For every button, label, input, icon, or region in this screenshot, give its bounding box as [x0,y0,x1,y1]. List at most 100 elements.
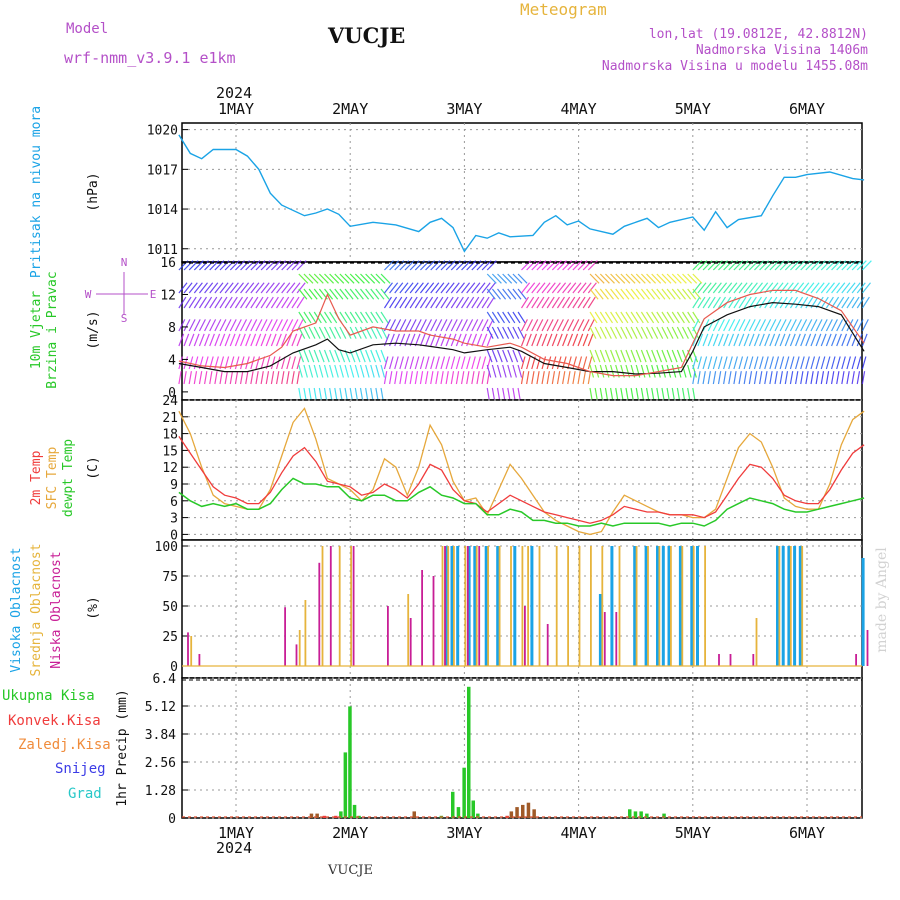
cloud-bar [284,607,286,666]
wind-barb [349,387,353,401]
wind-barb [384,260,394,271]
wind-barb [204,319,212,332]
wind-barb [764,333,771,347]
wind-barb [296,371,300,385]
wind-barb [831,319,838,332]
wind-barb [587,356,593,370]
wind-barb [784,296,793,309]
wind-barb [349,288,359,300]
wind-barb [692,356,697,370]
wind-barb [577,371,581,385]
wind-barb [671,326,679,339]
wind-barb [562,260,573,271]
wind-barb [646,311,655,324]
wind-barb [610,311,619,324]
wind-barb [481,319,489,332]
cloud-bar [352,546,355,666]
wind-barb [496,349,503,363]
wind-barb [199,260,209,271]
wind-barb [687,288,697,300]
wind-barb [531,282,541,294]
wind-barb [805,371,809,385]
cloud-bar [704,546,706,666]
wind-barb [604,288,614,300]
wind-barb [497,311,506,324]
wind-barb [599,311,608,324]
wind-barb [178,282,188,294]
wind-barb [820,319,828,332]
wind-barb [562,282,572,294]
wind-barb [551,319,559,332]
wind-barb [759,371,763,385]
wind-barb [250,260,261,271]
wind-barb [409,356,415,370]
wind-barb [380,273,391,284]
wind-barb [476,333,483,347]
wind-barb [779,282,789,294]
wind-barb [370,288,380,300]
wind-barb [281,356,286,370]
wind-barb [389,296,398,309]
wind-barb [461,260,472,271]
frz-precip-legend: Zaledj.Kisa [18,737,111,753]
wind-barb [370,311,379,324]
wind-barb [204,282,214,294]
wind-barb [536,282,546,294]
compass-label: W [85,288,92,301]
y-tick-label: 0 [168,812,176,827]
wind-barb [370,387,374,401]
wind-barb [656,311,665,324]
y-tick-label: 1014 [147,203,178,218]
wind-barb [430,296,439,309]
wind-barb [178,333,185,347]
wind-barb [589,349,596,363]
wind-barb [774,371,778,385]
wind-barb [491,349,498,363]
top-day-label: 5MAY [675,100,711,118]
wind-barb [723,260,734,271]
wind-barb [389,260,400,271]
wind-barb [419,356,425,370]
wind-barb [562,296,571,309]
wind-barb [825,356,831,370]
cloud-bar [681,546,684,666]
wind-barb [795,319,803,332]
wind-barb [526,282,536,294]
wind-barb [743,282,753,294]
wind-barb [666,387,670,401]
wind-barb [769,260,780,271]
wind-barb [541,319,549,332]
wind-barb [224,319,232,332]
wind-barb [471,333,478,347]
wind-barb [831,282,841,294]
wind-barb [661,311,670,324]
wind-barb [810,333,817,347]
wind-barb [764,319,772,332]
wind-barb [861,260,872,271]
wind-barb [276,319,283,332]
wind-barb [630,311,639,324]
wind-barb [414,260,425,271]
wind-barb [557,282,567,294]
wind-barb [567,260,578,271]
wind-barb [303,288,313,300]
wind-title-1: 10m Vjetar [29,291,44,369]
wind-barb [825,260,836,271]
wind-barb [281,319,289,332]
wind-barb [303,311,312,324]
wind-barb [651,387,655,401]
wind-barb [409,260,420,271]
wind-barb [430,319,438,332]
wind-barb [497,273,508,284]
wind-barb [445,333,452,347]
wind-barb [375,288,385,300]
wind-barb [815,333,822,347]
wind-barb [666,311,675,324]
wind-barb [841,296,850,309]
wind-title-2: Brzina i Pravac [45,271,60,388]
wind-barb [370,364,375,378]
wind-barb [298,387,302,401]
wind-barb [733,260,744,271]
wind-barb [640,311,649,324]
wind-barb [303,273,314,284]
